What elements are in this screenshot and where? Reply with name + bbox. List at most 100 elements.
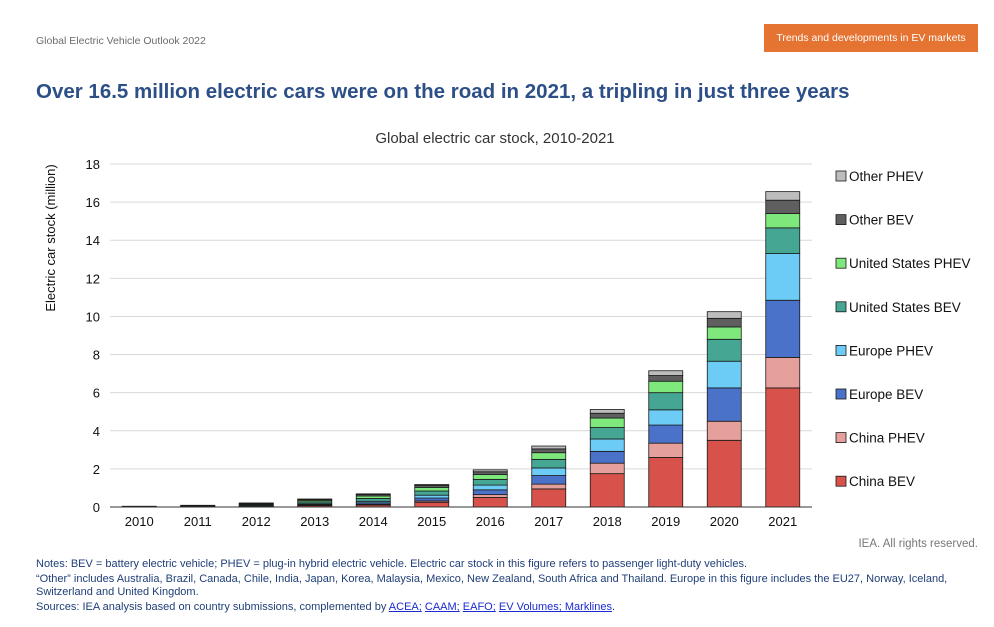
bar-segment-united-states-phev-2019 bbox=[648, 380, 684, 394]
bar-segment-united-states-bev-2015 bbox=[414, 490, 450, 496]
bar-segment-united-states-phev-2016 bbox=[472, 474, 508, 480]
bar-segment-other-bev-2016 bbox=[472, 471, 508, 476]
bar-segment-europe-bev-2016 bbox=[472, 489, 508, 496]
stacked-bar-chart: Global electric car stock, 2010-2021 Ele… bbox=[43, 130, 971, 529]
x-tick-label: 2015 bbox=[417, 514, 446, 529]
bar-segment-china-phev-2019 bbox=[648, 442, 684, 458]
bars bbox=[121, 191, 801, 508]
legend-swatch-china-bev bbox=[835, 475, 847, 487]
bar-segment-united-states-bev-2018 bbox=[589, 427, 625, 440]
y-tick-label: 0 bbox=[93, 500, 100, 515]
link-caam[interactable]: CAAM; bbox=[424, 601, 460, 613]
bar-segment-united-states-phev-2021 bbox=[765, 213, 801, 229]
y-axis-label: Electric car stock (million) bbox=[43, 164, 58, 311]
bar-segment-united-states-bev-2014 bbox=[355, 498, 391, 502]
x-tick-label: 2012 bbox=[242, 514, 271, 529]
bar-segment-china-bev-2019 bbox=[648, 457, 684, 508]
bar-segment-europe-bev-2020 bbox=[706, 387, 742, 422]
bar-segment-china-bev-2021 bbox=[765, 387, 801, 508]
legend-label: United States BEV bbox=[849, 300, 961, 315]
bar-segment-other-phev-2015 bbox=[414, 484, 450, 486]
bar-segment-other-phev-2018 bbox=[589, 409, 625, 414]
bar-segment-china-bev-2018 bbox=[589, 473, 625, 508]
legend-label: Europe PHEV bbox=[849, 343, 933, 358]
legend-swatch-united-states-bev bbox=[835, 301, 847, 313]
sources-suffix: . bbox=[611, 601, 616, 613]
sources-prefix: Sources: IEA analysis based on country s… bbox=[36, 601, 389, 613]
bar-segment-united-states-phev-2017 bbox=[531, 452, 567, 460]
legend-swatch-other-phev bbox=[835, 170, 847, 182]
section-tag-label: Trends and developments in EV markets bbox=[776, 32, 966, 44]
bar-segment-europe-phev-2020 bbox=[706, 360, 742, 389]
bar-segment-europe-phev-2018 bbox=[589, 438, 625, 452]
bar-segment-china-bev-2017 bbox=[531, 488, 567, 508]
bar-segment-europe-bev-2018 bbox=[589, 450, 625, 464]
y-tick-label: 4 bbox=[93, 424, 100, 439]
legend-swatch-china-phev bbox=[835, 432, 847, 444]
bar-segment-united-states-bev-2020 bbox=[706, 338, 742, 362]
bar-segment-united-states-bev-2016 bbox=[472, 478, 508, 486]
bar-segment-europe-phev-2021 bbox=[765, 253, 801, 301]
bar-segment-united-states-bev-2019 bbox=[648, 392, 684, 411]
bar-segment-europe-bev-2019 bbox=[648, 424, 684, 444]
x-tick-label: 2010 bbox=[125, 514, 154, 529]
bar-segment-united-states-bev-2021 bbox=[765, 227, 801, 254]
section-tag[interactable]: Trends and developments in EV markets bbox=[764, 24, 978, 52]
y-tick-label: 2 bbox=[93, 462, 100, 477]
bar-segment-china-phev-2020 bbox=[706, 420, 742, 441]
x-tick-label: 2013 bbox=[300, 514, 329, 529]
y-tick-label: 12 bbox=[86, 271, 100, 286]
bar-segment-other-phev-2017 bbox=[531, 445, 567, 450]
bar-segment-europe-phev-2016 bbox=[472, 484, 508, 491]
bar-segment-europe-bev-2017 bbox=[531, 475, 567, 485]
link-acea[interactable]: ACEA; bbox=[388, 601, 422, 613]
x-tick-label: 2018 bbox=[593, 514, 622, 529]
legend-label: China PHEV bbox=[849, 431, 925, 446]
y-tick-label: 8 bbox=[93, 348, 100, 363]
y-tick-label: 10 bbox=[86, 309, 100, 324]
bar-segment-europe-bev-2021 bbox=[765, 299, 801, 358]
page-title: Over 16.5 million electric cars were on … bbox=[36, 80, 850, 103]
bar-segment-united-states-bev-2017 bbox=[531, 458, 567, 469]
bar-segment-other-bev-2020 bbox=[706, 317, 742, 328]
legend-swatch-europe-phev bbox=[835, 344, 847, 356]
bar-segment-other-phev-2016 bbox=[472, 469, 508, 473]
bar-segment-china-bev-2016 bbox=[472, 497, 508, 508]
bar-segment-other-bev-2017 bbox=[531, 448, 567, 454]
bar-segment-other-bev-2019 bbox=[648, 375, 684, 382]
copyright-notice: IEA. All rights reserved. bbox=[858, 538, 978, 550]
bar-segment-other-phev-2021 bbox=[765, 191, 801, 201]
x-tick-label: 2021 bbox=[768, 514, 797, 529]
notes-definitions: Notes: BEV = battery electric vehicle; P… bbox=[36, 558, 748, 570]
y-tick-label: 14 bbox=[86, 233, 100, 248]
bar-segment-other-bev-2021 bbox=[765, 199, 801, 214]
bar-segment-china-phev-2018 bbox=[589, 462, 625, 475]
bar-segment-other-phev-2019 bbox=[648, 370, 684, 376]
bar-segment-united-states-phev-2018 bbox=[589, 417, 625, 428]
chart-notes: Notes: BEV = battery electric vehicle; P… bbox=[36, 558, 976, 616]
gridlines bbox=[110, 163, 812, 470]
bar-segment-china-phev-2021 bbox=[765, 357, 801, 389]
legend-label: Europe BEV bbox=[849, 387, 923, 402]
y-tick-label: 16 bbox=[86, 195, 100, 210]
x-tick-label: 2014 bbox=[359, 514, 388, 529]
legend-label: Other PHEV bbox=[849, 169, 923, 184]
axes: 0 2 4 6 8 10 12 14 16 18 2010 2011 2012 2013 2014 2015 2… bbox=[86, 157, 812, 529]
report-name: Global Electric Vehicle Outlook 2022 bbox=[36, 35, 206, 47]
bar-segment-europe-phev-2017 bbox=[531, 467, 567, 476]
x-tick-label: 2019 bbox=[651, 514, 680, 529]
legend: Other PHEV Other BEV United States PHEV Uni… bbox=[835, 169, 971, 489]
link-eafo[interactable]: EAFO; bbox=[462, 601, 496, 613]
bar-segment-europe-phev-2019 bbox=[648, 409, 684, 426]
notes-regions: “Other” includes Australia, Brazil, Cana… bbox=[36, 573, 948, 598]
bar-segment-china-phev-2016 bbox=[472, 494, 508, 498]
bar-segment-china-phev-2017 bbox=[531, 483, 567, 490]
bar-segment-china-bev-2020 bbox=[706, 439, 742, 508]
legend-label: United States PHEV bbox=[849, 256, 971, 271]
link-ev-volumes-marklines[interactable]: EV Volumes; Marklines bbox=[498, 601, 612, 613]
x-tick-label: 2017 bbox=[534, 514, 563, 529]
x-tick-label: 2011 bbox=[184, 514, 212, 529]
legend-swatch-europe-bev bbox=[835, 388, 847, 400]
y-tick-label: 6 bbox=[93, 386, 100, 401]
bar-segment-united-states-phev-2015 bbox=[414, 486, 450, 492]
